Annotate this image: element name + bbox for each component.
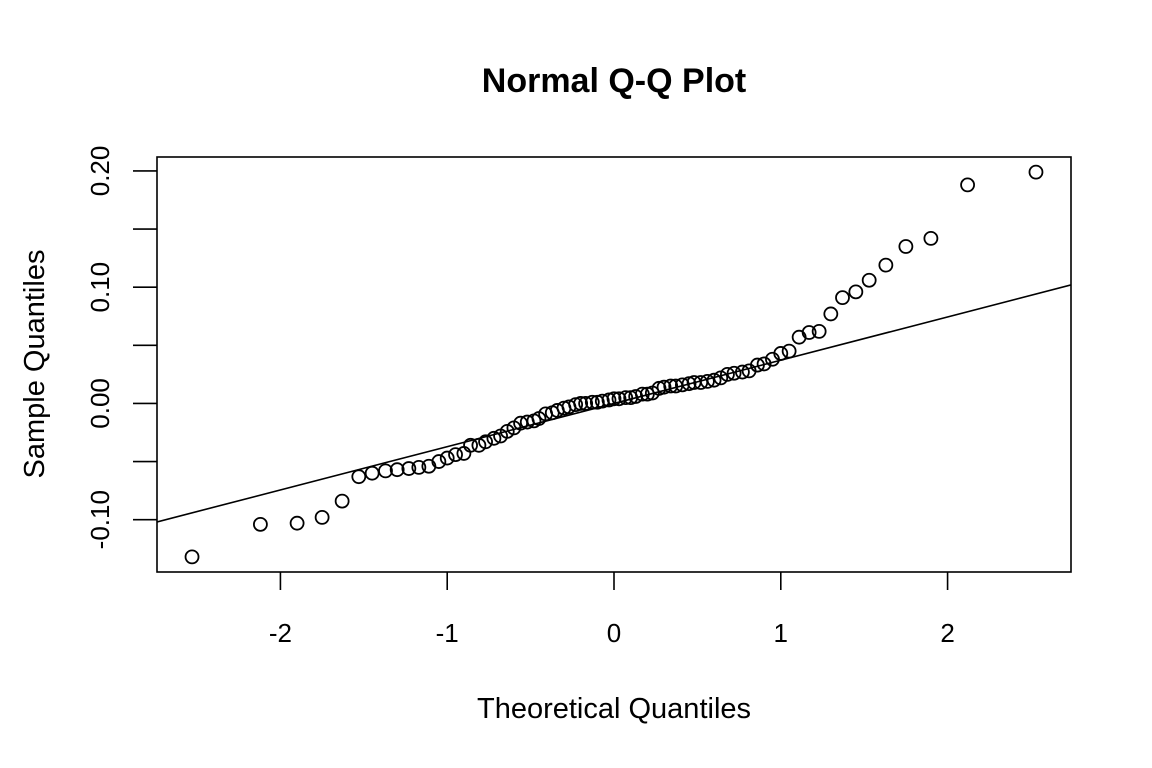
- data-point: [735, 364, 750, 380]
- data-point: [878, 257, 894, 273]
- data-point: [439, 450, 455, 466]
- data-point: [861, 272, 877, 288]
- data-point: [898, 239, 914, 254]
- data-point: [773, 346, 789, 361]
- data-point: [378, 463, 393, 479]
- data-point: [706, 372, 722, 388]
- data-point: [253, 516, 268, 532]
- data-point: [1028, 164, 1044, 180]
- x-tick-label: 2: [940, 618, 954, 648]
- data-point: [781, 343, 797, 359]
- data-point: [573, 396, 589, 411]
- data-point: [606, 391, 622, 407]
- data-point: [478, 434, 493, 450]
- data-point: [456, 446, 472, 461]
- data-point: [584, 394, 600, 410]
- data-point: [289, 515, 305, 531]
- data-point: [448, 447, 463, 462]
- x-axis: -2 -1 0 1 2: [269, 572, 955, 648]
- data-point: [923, 230, 939, 246]
- x-axis-label: Theoretical Quantiles: [477, 693, 751, 725]
- data-point: [811, 323, 827, 339]
- data-point: [401, 461, 417, 476]
- y-tick-label: -0.10: [85, 490, 115, 549]
- plot-area: [157, 164, 1071, 565]
- data-point: [314, 509, 330, 525]
- data-point: [431, 454, 447, 469]
- y-tick-label: 0.10: [85, 262, 115, 313]
- data-point: [960, 177, 975, 193]
- chart-title: Normal Q-Q Plot: [482, 62, 746, 100]
- data-point: [618, 390, 634, 406]
- y-axis-label: Sample Quantiles: [19, 250, 51, 479]
- plot-frame: [156, 156, 1072, 573]
- data-point: [364, 465, 380, 481]
- data-point: [835, 290, 850, 306]
- x-tick-label: 0: [607, 618, 621, 648]
- data-point: [634, 386, 650, 402]
- data-point: [463, 437, 478, 453]
- data-point: [720, 366, 735, 382]
- data-point: [656, 379, 672, 395]
- data-point: [801, 325, 817, 340]
- data-point: [700, 373, 715, 389]
- data-point: [611, 391, 627, 407]
- data-point: [750, 357, 765, 373]
- data-point: [411, 459, 427, 475]
- y-axis: -0.10 0.00 0.10 0.20: [85, 146, 157, 549]
- data-point: [486, 430, 502, 446]
- data-point: [663, 378, 679, 394]
- data-point: [848, 284, 864, 300]
- x-tick-label: -1: [436, 618, 459, 648]
- y-tick-label: 0.00: [85, 378, 115, 429]
- data-point: [389, 462, 405, 478]
- x-tick-label: -2: [269, 618, 292, 648]
- data-point: [578, 396, 594, 411]
- y-tick-label: 0.20: [85, 146, 115, 197]
- x-tick-label: 1: [774, 618, 788, 648]
- data-point: [756, 356, 772, 372]
- data-point: [351, 469, 367, 485]
- data-point: [726, 365, 742, 381]
- data-point: [823, 306, 839, 322]
- data-point: [184, 549, 200, 565]
- data-point: [334, 493, 350, 509]
